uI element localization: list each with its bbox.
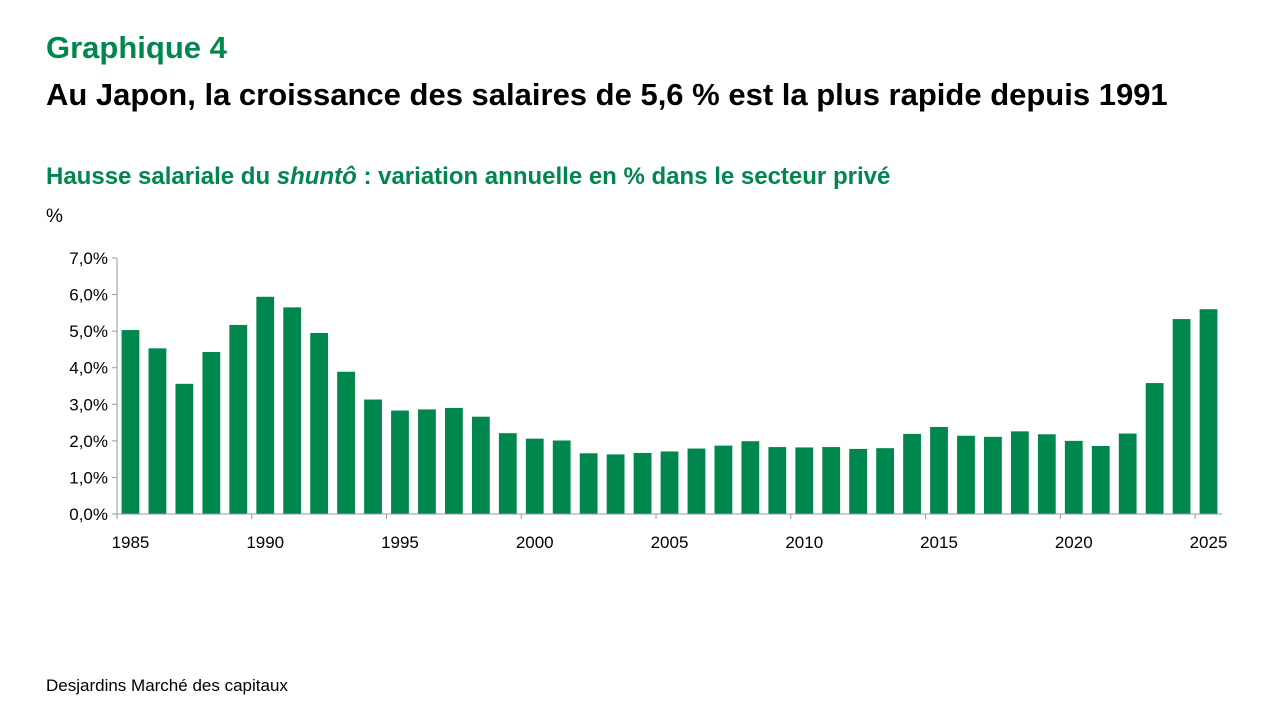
x-tick-label: 1990 xyxy=(246,533,284,552)
bar xyxy=(1145,383,1164,514)
bar xyxy=(1064,440,1083,514)
bar xyxy=(741,441,760,514)
bar xyxy=(310,332,329,514)
x-tick-label: 2025 xyxy=(1190,533,1228,552)
x-tick-label: 2015 xyxy=(920,533,958,552)
bar xyxy=(256,296,275,514)
bar xyxy=(579,453,598,514)
bar xyxy=(984,436,1002,514)
y-tick-label: 5,0% xyxy=(69,322,108,341)
x-tick-label: 2010 xyxy=(785,533,823,552)
bar xyxy=(552,440,571,514)
chart-title: Au Japon, la croissance des salaires de … xyxy=(46,77,1168,112)
bar xyxy=(687,448,706,514)
bar xyxy=(121,330,140,514)
bar xyxy=(795,447,814,514)
y-tick-label: 0,0% xyxy=(69,505,108,524)
bar xyxy=(1037,434,1056,514)
subtitle-suffix: : variation annuelle en % dans le secteu… xyxy=(356,163,891,190)
subtitle-prefix: Hausse salariale du xyxy=(46,163,277,190)
chart-subtitle: Hausse salariale du shuntô : variation a… xyxy=(46,163,890,191)
bar xyxy=(337,371,355,514)
bar xyxy=(364,399,382,514)
x-tick-label: 2005 xyxy=(651,533,689,552)
bar xyxy=(445,407,463,514)
bar xyxy=(471,416,490,514)
y-tick-label: 3,0% xyxy=(69,395,108,414)
bar xyxy=(1118,433,1137,514)
x-tick-label: 2020 xyxy=(1055,533,1093,552)
bar xyxy=(418,409,436,514)
bar xyxy=(229,324,248,514)
bar xyxy=(1172,319,1191,514)
bar xyxy=(202,351,221,514)
bar xyxy=(768,447,787,514)
bar xyxy=(1010,431,1029,514)
x-tick-label: 1985 xyxy=(112,533,150,552)
bar xyxy=(175,383,194,514)
bar xyxy=(822,447,841,514)
bar xyxy=(633,452,652,514)
bar xyxy=(391,410,409,514)
bar xyxy=(606,454,625,514)
bar xyxy=(660,451,679,514)
source-note: Desjardins Marché des capitaux xyxy=(46,676,288,695)
bar xyxy=(498,433,517,514)
y-tick-label: 4,0% xyxy=(69,359,108,378)
bar xyxy=(849,448,868,514)
y-tick-label: 7,0% xyxy=(69,249,108,268)
chart-label: Graphique 4 xyxy=(46,30,227,65)
x-tick-label: 2000 xyxy=(516,533,554,552)
y-tick-label: 1,0% xyxy=(69,468,108,487)
bar xyxy=(148,348,167,514)
y-tick-label: 2,0% xyxy=(69,432,108,451)
bar xyxy=(525,438,544,514)
bar xyxy=(283,307,302,514)
bar xyxy=(876,448,895,514)
subtitle-italic: shuntô xyxy=(276,163,357,190)
y-tick-label: 6,0% xyxy=(69,286,108,305)
bar xyxy=(714,445,733,514)
x-tick-label: 1995 xyxy=(381,533,419,552)
bar xyxy=(1091,445,1110,514)
bar xyxy=(1199,309,1218,514)
bar xyxy=(903,433,921,514)
bar xyxy=(930,426,948,514)
bar xyxy=(957,435,975,514)
y-axis-unit-label: % xyxy=(46,206,63,227)
